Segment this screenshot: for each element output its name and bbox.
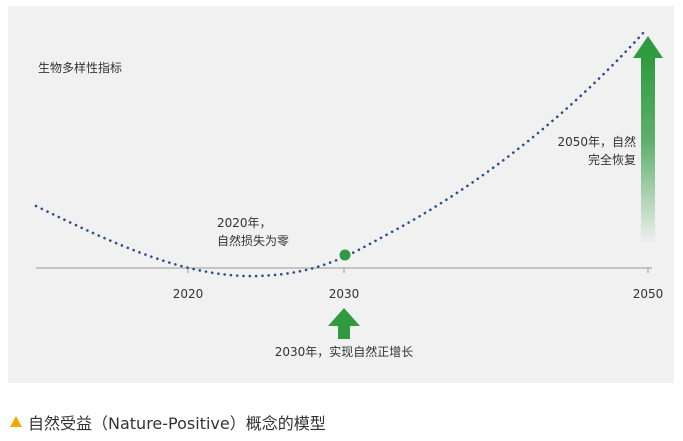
caption-text: 自然受益（Nature-Positive）概念的模型: [28, 414, 326, 433]
nature-positive-diagram: 生物多样性指标 2020 2030 2050 2020年， 自然损失为零 205…: [34, 30, 664, 359]
triangle-marker-icon: [10, 416, 22, 427]
arrow-up-icon-2030: [328, 308, 360, 339]
annotation-2050-line1: 2050年，自然: [557, 134, 636, 149]
arrow-up-icon-2050: [633, 36, 663, 244]
annotation-2050-line2: 完全恢复: [588, 152, 636, 167]
tick-label-2020: 2020: [173, 287, 204, 301]
annotation-2030: 2030年，实现自然正增长: [275, 344, 414, 359]
curve-marker-2030: [339, 249, 351, 261]
figure-caption: 自然受益（Nature-Positive）概念的模型: [10, 410, 326, 434]
annotation-2020-line1: 2020年，: [217, 216, 272, 230]
tick-label-2050: 2050: [633, 287, 664, 301]
tick-label-2030: 2030: [329, 287, 360, 301]
biodiversity-curve: [34, 30, 646, 278]
annotation-2020-line2: 自然损失为零: [217, 233, 289, 248]
diagram-panel: 生物多样性指标 2020 2030 2050 2020年， 自然损失为零 205…: [8, 6, 674, 383]
y-axis-title: 生物多样性指标: [38, 60, 122, 75]
